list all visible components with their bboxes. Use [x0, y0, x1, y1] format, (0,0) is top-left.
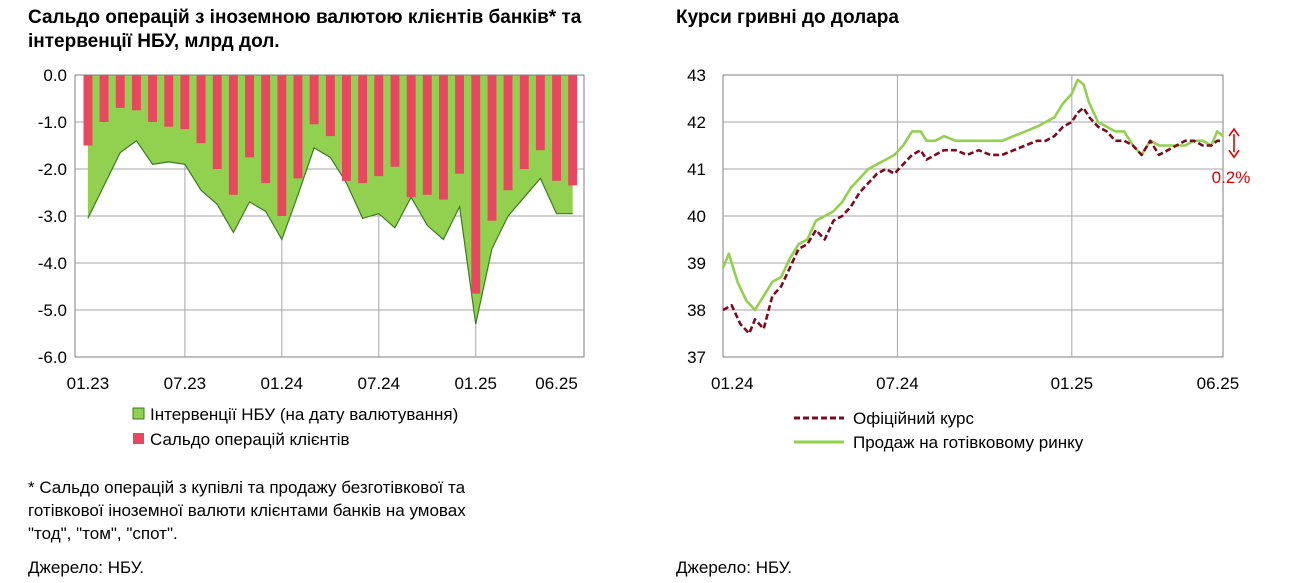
client-balance-bar: [212, 75, 222, 169]
client-balance-bar: [196, 75, 206, 144]
annotation-arrow-head-down: [1228, 149, 1240, 159]
client-balance-bar: [535, 75, 545, 151]
right-y-tick-label: 39: [687, 254, 706, 273]
annotation-label: 0.2%: [1212, 168, 1251, 187]
client-balance-bar: [277, 75, 287, 216]
client-balance-bar: [519, 75, 529, 169]
left-chart-footnote: * Сальдо операцій з купівлі та продажу б…: [28, 476, 628, 545]
left-y-tick-label: -6.0: [38, 348, 67, 367]
right-x-tick-label: 01.25: [1051, 374, 1094, 393]
client-balance-bar: [342, 75, 351, 181]
client-balance-bar: [552, 75, 561, 181]
right-y-tick-label: 37: [687, 348, 706, 367]
client-balance-bar: [115, 75, 125, 108]
legend-swatch-client-balance: [133, 433, 144, 444]
left-x-tick-label: 07.23: [164, 374, 207, 393]
left-x-tick-label: 01.24: [261, 374, 304, 393]
client-balance-bar: [99, 75, 109, 122]
client-balance-bar: [568, 75, 578, 186]
client-balance-bar: [245, 75, 254, 158]
client-balance-bar: [180, 75, 190, 130]
legend-swatch-interventions: [132, 407, 145, 420]
left-chart-source: Джерело: НБУ.: [28, 558, 145, 577]
right-x-tick-label: 07.24: [876, 374, 919, 393]
left-y-tick-label: -1.0: [38, 113, 67, 132]
right-y-tick-label: 43: [687, 66, 706, 85]
legend-label-client-balance: Сальдо операцій клієнтів: [150, 430, 350, 449]
left-chart-title: Сальдо операцій з іноземною валютою кліє…: [28, 7, 582, 52]
right-chart-title: Курси гривні до долара: [676, 7, 899, 28]
client-balance-bar: [358, 75, 368, 184]
client-balance-bar: [228, 75, 238, 195]
client-balance-bar: [422, 75, 432, 195]
left-x-tick-label: 01.23: [67, 374, 110, 393]
client-balance-bar: [164, 75, 174, 127]
left-y-tick-label: -4.0: [38, 254, 67, 273]
left-y-tick-label: -5.0: [38, 301, 67, 320]
interventions-area: [87, 75, 573, 325]
client-balance-bar: [325, 75, 335, 137]
client-balance-bar: [148, 75, 157, 122]
client-balance-bar: [390, 75, 400, 167]
footnote-line: готівкової іноземної валюти клієнтами ба…: [28, 501, 466, 520]
legend-label-cash: Продаж на готівковому ринку: [853, 433, 1084, 452]
interventions-area-outline: [87, 139, 573, 325]
official-rate-line: [722, 106, 1223, 335]
client-balance-bar: [471, 75, 481, 294]
right-y-tick-label: 41: [687, 160, 706, 179]
legend-label-interventions: Інтервенції НБУ (на дату валютування): [150, 405, 458, 424]
left-y-tick-label: 0.0: [43, 66, 67, 85]
client-balance-bar: [503, 75, 513, 191]
client-balance-bar: [83, 75, 93, 146]
client-balance-bar: [374, 75, 384, 177]
right-y-tick-label: 38: [687, 301, 706, 320]
client-balance-bar: [487, 75, 497, 221]
footnote-line: * Сальдо операцій з купівлі та продажу б…: [28, 478, 466, 497]
client-balance-bar: [132, 75, 141, 111]
client-balance-bar: [455, 75, 464, 174]
left-y-tick-label: -3.0: [38, 207, 67, 226]
left-x-tick-label: 01.25: [454, 374, 497, 393]
annotation-arrow-head-up: [1228, 127, 1240, 137]
legend-label-official: Офіційний курс: [853, 409, 974, 428]
left-x-tick-label: 06.25: [535, 374, 578, 393]
client-balance-bar: [309, 75, 319, 125]
right-x-tick-label: 01.24: [711, 374, 754, 393]
right-x-tick-label: 06.25: [1197, 374, 1240, 393]
client-balance-bar: [261, 75, 271, 184]
right-chart-source: Джерело: НБУ.: [676, 558, 793, 577]
client-balance-bar: [439, 75, 448, 200]
client-balance-bar: [293, 75, 303, 179]
right-y-tick-label: 42: [687, 113, 706, 132]
right-y-tick-label: 40: [687, 207, 706, 226]
footnote-line: "тод", "том", "спот".: [28, 524, 178, 543]
client-balance-bar: [406, 75, 416, 198]
left-y-tick-label: -2.0: [38, 160, 67, 179]
left-x-tick-label: 07.24: [358, 374, 401, 393]
